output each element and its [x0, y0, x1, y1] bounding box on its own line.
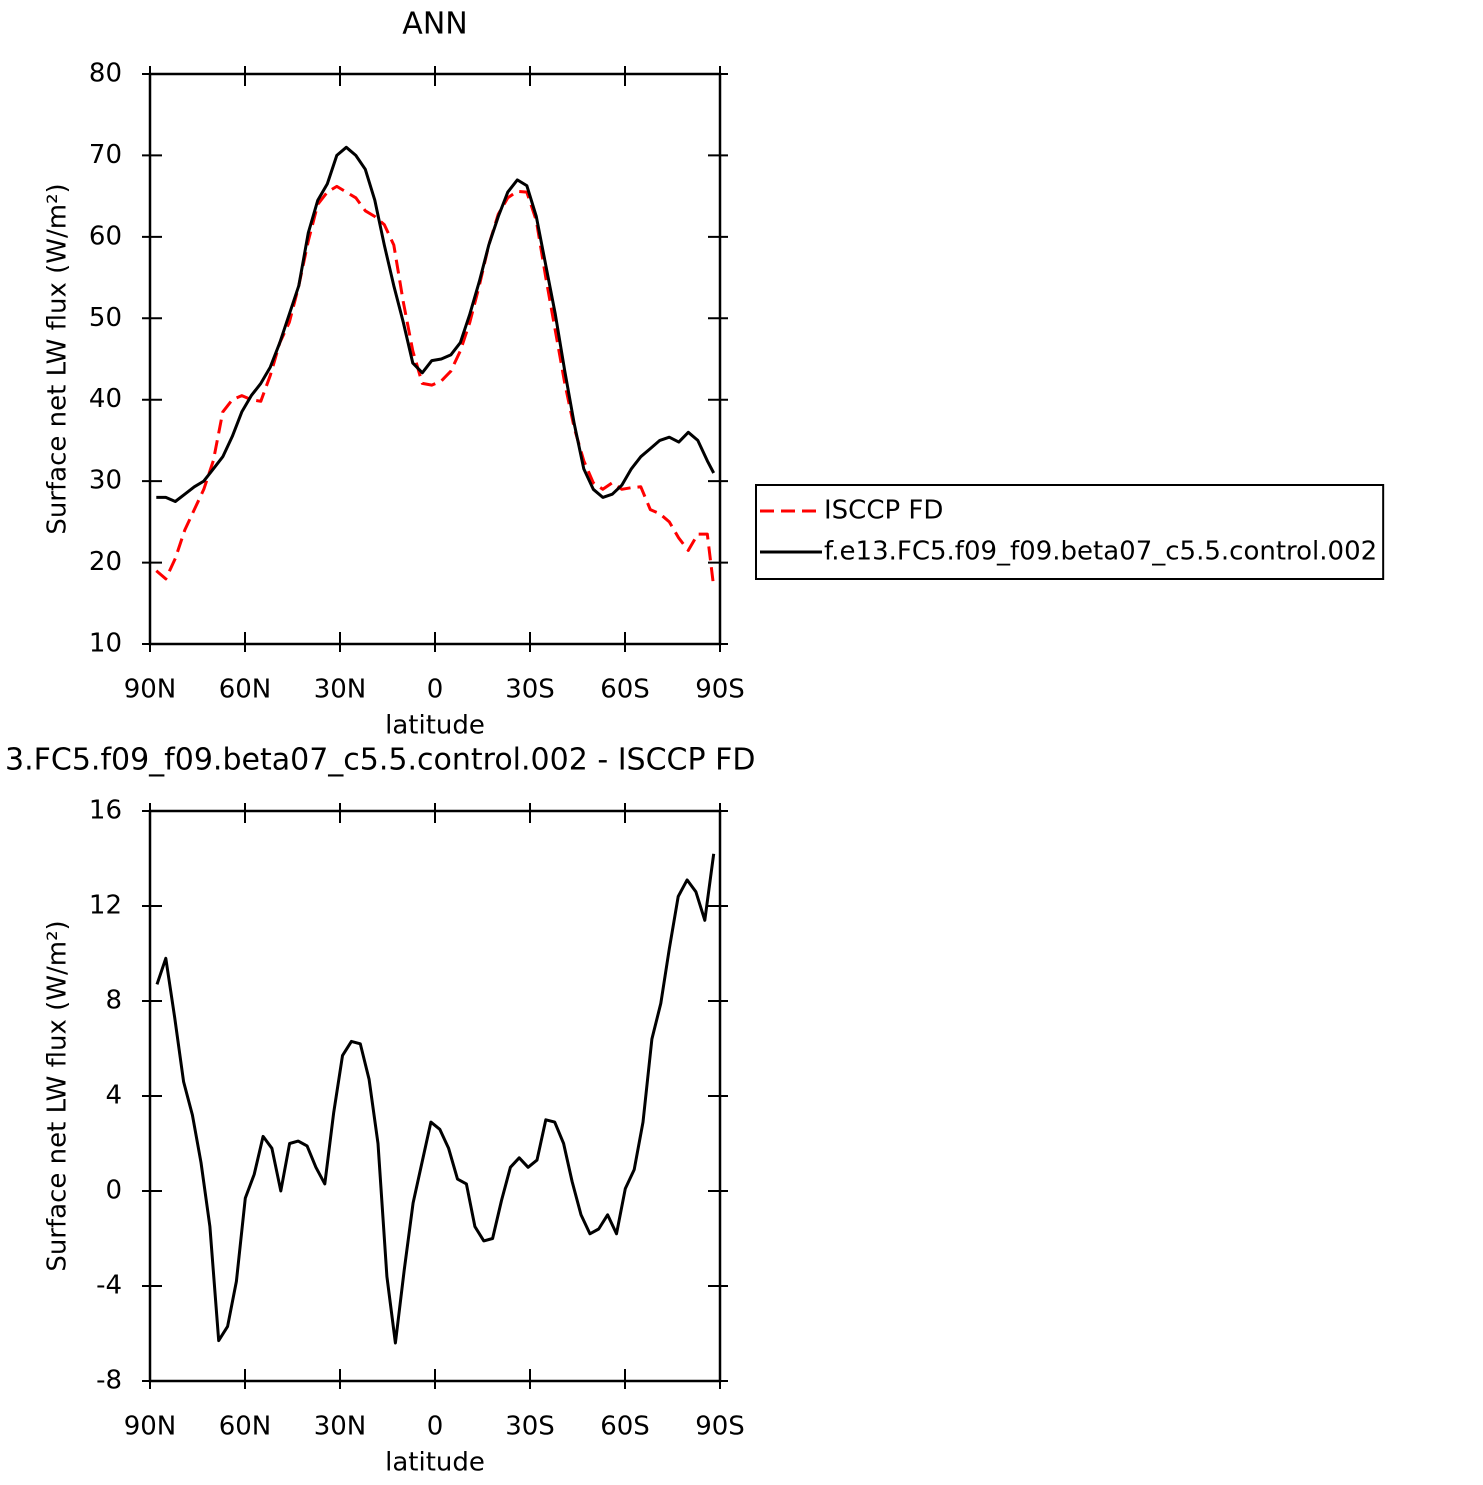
x-tick-label: 0: [427, 1412, 444, 1442]
plot-frame: [148, 809, 722, 1383]
y-tick-label: 60: [89, 221, 122, 251]
legend-box: [755, 484, 1385, 580]
y-tick-label: 70: [89, 140, 122, 170]
data-line: [155, 184, 716, 588]
x-tick-label: 60N: [219, 1412, 272, 1442]
legend-label: f.e13.FC5.f09_f09.beta07_c5.5.control.00…: [824, 537, 1377, 567]
y-tick-label: 16: [89, 796, 122, 826]
chart-title: ANN: [402, 7, 467, 42]
y-axis-label: Surface net LW flux (W/m²): [43, 183, 73, 534]
y-tick-label: 30: [89, 466, 122, 496]
y-tick-label: 8: [105, 986, 122, 1016]
data-line: [156, 145, 716, 503]
x-tick-label: 0: [427, 675, 444, 705]
data-line: [155, 853, 716, 1345]
x-tick-label: 60N: [219, 675, 272, 705]
y-tick-label: 0: [105, 1176, 122, 1206]
x-axis-label: latitude: [385, 1448, 485, 1478]
y-tick-label: 20: [89, 547, 122, 577]
chart-title: 3.FC5.f09_f09.beta07_c5.5.control.002 - …: [5, 743, 755, 778]
y-tick-label: 40: [89, 384, 122, 414]
x-tick-label: 30N: [314, 675, 367, 705]
y-tick-label: 50: [89, 303, 122, 333]
x-tick-label: 60S: [600, 1412, 650, 1442]
x-tick-label: 90S: [695, 1412, 745, 1442]
y-tick-label: 4: [105, 1081, 122, 1111]
y-axis-label: Surface net LW flux (W/m²): [43, 920, 73, 1271]
x-tick-label: 90N: [124, 1412, 177, 1442]
y-tick-label: 12: [89, 891, 122, 921]
x-tick-label: 30S: [505, 675, 555, 705]
x-tick-label: 90N: [124, 675, 177, 705]
x-tick-label: 30S: [505, 1412, 555, 1442]
y-tick-label: 80: [89, 59, 122, 89]
x-tick-label: 60S: [600, 675, 650, 705]
y-tick-label: -4: [96, 1271, 122, 1301]
legend-label: ISCCP FD: [824, 496, 943, 526]
y-tick-label: 10: [89, 629, 122, 659]
x-tick-label: 90S: [695, 675, 745, 705]
x-axis-label: latitude: [385, 711, 485, 741]
legend: ISCCP FD f.e13.FC5.f09_f09.beta07_c5.5.co…: [755, 484, 1385, 580]
y-tick-label: -8: [96, 1366, 122, 1396]
x-tick-label: 30N: [314, 1412, 367, 1442]
